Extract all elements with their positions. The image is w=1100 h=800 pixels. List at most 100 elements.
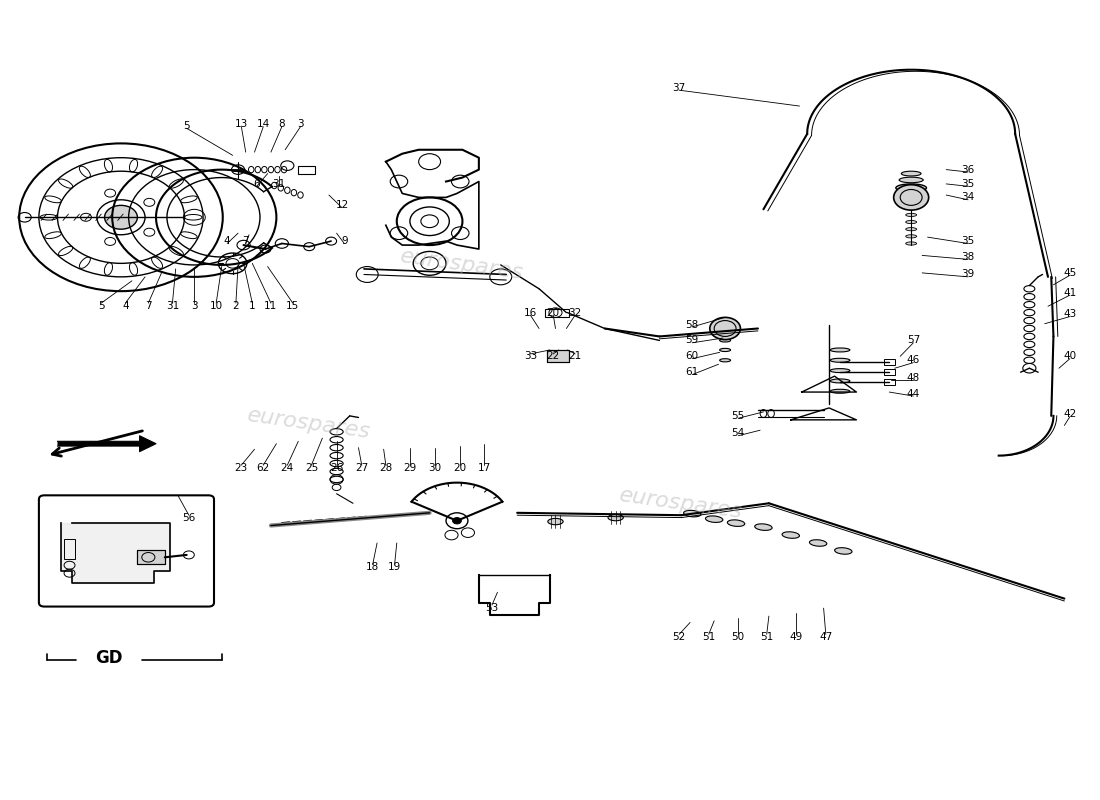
Bar	[544, 309, 569, 317]
Text: 51: 51	[702, 632, 715, 642]
Text: 15: 15	[286, 302, 299, 311]
Text: 25: 25	[305, 462, 318, 473]
Text: 8: 8	[278, 119, 285, 130]
Text: 55: 55	[732, 411, 745, 421]
Text: 4: 4	[223, 236, 231, 246]
Ellipse shape	[830, 379, 850, 383]
Text: 42: 42	[1064, 410, 1077, 419]
Text: 44: 44	[906, 389, 920, 398]
Text: 9: 9	[341, 236, 348, 246]
Ellipse shape	[830, 369, 850, 373]
Bar	[64, 539, 75, 559]
Ellipse shape	[905, 234, 916, 238]
Text: 53: 53	[485, 603, 498, 613]
Text: 46: 46	[906, 355, 920, 366]
Text: 13: 13	[234, 119, 248, 130]
Text: 5: 5	[98, 302, 104, 311]
Text: 36: 36	[961, 165, 975, 174]
Bar	[883, 369, 894, 375]
Text: 2: 2	[232, 302, 239, 311]
Text: 30: 30	[429, 462, 441, 473]
Ellipse shape	[830, 390, 850, 394]
Text: 39: 39	[961, 270, 975, 279]
Text: 40: 40	[1064, 351, 1077, 362]
Text: 5: 5	[184, 121, 190, 131]
Text: 51: 51	[760, 632, 773, 642]
Text: 38: 38	[961, 252, 975, 262]
Ellipse shape	[905, 221, 916, 224]
Ellipse shape	[830, 348, 850, 352]
Bar	[547, 350, 569, 362]
Ellipse shape	[810, 540, 827, 546]
Text: GD: GD	[96, 649, 123, 667]
Text: 48: 48	[906, 373, 920, 382]
Ellipse shape	[548, 518, 563, 525]
Ellipse shape	[901, 171, 921, 176]
Bar	[298, 166, 315, 174]
Text: 47: 47	[820, 632, 833, 642]
Ellipse shape	[608, 514, 624, 521]
Text: 61: 61	[685, 367, 698, 377]
Text: 6: 6	[253, 179, 260, 189]
Text: 3: 3	[297, 119, 304, 130]
Text: 37: 37	[672, 82, 685, 93]
Text: 50: 50	[732, 632, 745, 642]
Text: 45: 45	[1064, 268, 1077, 278]
Text: 7: 7	[242, 236, 249, 246]
FancyBboxPatch shape	[39, 495, 214, 606]
Text: 28: 28	[379, 462, 393, 473]
Ellipse shape	[830, 358, 850, 362]
Text: 21: 21	[569, 351, 582, 362]
Bar	[883, 378, 894, 385]
Text: 52: 52	[672, 632, 685, 642]
Text: eurospares: eurospares	[399, 246, 526, 283]
Ellipse shape	[905, 228, 916, 230]
Text: 20: 20	[453, 462, 466, 473]
Text: 12: 12	[336, 200, 349, 210]
Text: 22: 22	[547, 351, 560, 362]
Ellipse shape	[755, 524, 772, 530]
Text: 60: 60	[685, 351, 698, 362]
Text: 49: 49	[790, 632, 803, 642]
Ellipse shape	[782, 532, 800, 538]
Ellipse shape	[683, 510, 701, 517]
Text: 31: 31	[166, 302, 179, 311]
Text: 19: 19	[388, 562, 401, 572]
Text: 41: 41	[1064, 288, 1077, 298]
Text: 43: 43	[1064, 309, 1077, 319]
Text: 62: 62	[256, 462, 270, 473]
Text: 27: 27	[355, 462, 368, 473]
Ellipse shape	[905, 242, 916, 245]
Bar	[138, 550, 165, 565]
Text: 35: 35	[961, 179, 975, 189]
Ellipse shape	[719, 358, 730, 362]
Ellipse shape	[719, 348, 730, 351]
Ellipse shape	[899, 177, 923, 182]
Ellipse shape	[905, 214, 916, 217]
Text: 54: 54	[732, 428, 745, 438]
Circle shape	[710, 318, 740, 340]
Text: 7: 7	[145, 302, 152, 311]
Bar	[138, 550, 165, 565]
Text: 58: 58	[685, 319, 698, 330]
Ellipse shape	[705, 516, 723, 522]
Text: 17: 17	[477, 462, 491, 473]
Text: 35: 35	[961, 236, 975, 246]
Circle shape	[104, 206, 138, 229]
Text: 59: 59	[685, 335, 698, 346]
Text: 33: 33	[524, 351, 537, 362]
Polygon shape	[57, 436, 156, 452]
Ellipse shape	[895, 184, 926, 192]
Circle shape	[893, 185, 928, 210]
Text: eurospares: eurospares	[618, 485, 745, 522]
Text: 31: 31	[272, 179, 285, 189]
Text: 20: 20	[547, 308, 560, 318]
Text: 32: 32	[569, 308, 582, 318]
Text: 11: 11	[264, 302, 277, 311]
Ellipse shape	[719, 339, 730, 342]
Text: 56: 56	[183, 513, 196, 522]
Text: 16: 16	[524, 308, 537, 318]
Bar	[547, 350, 569, 362]
Text: 14: 14	[256, 119, 270, 130]
Text: 34: 34	[961, 193, 975, 202]
